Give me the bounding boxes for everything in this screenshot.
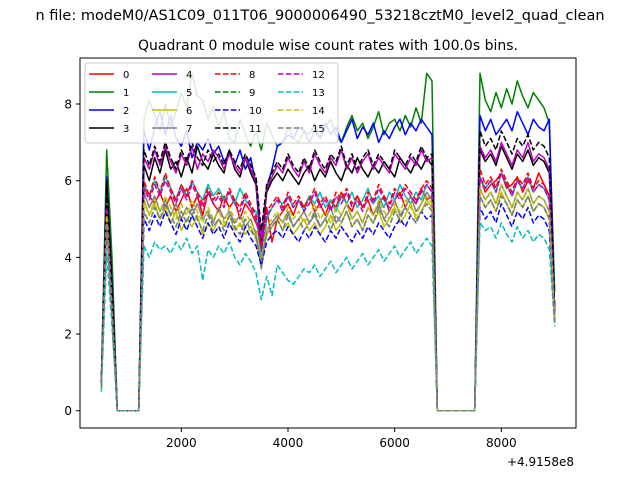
legend-label-7: 7 bbox=[186, 124, 192, 135]
legend-label-1: 1 bbox=[123, 88, 129, 99]
legend-label-6: 6 bbox=[186, 106, 192, 117]
x-tick-label: 4000 bbox=[273, 436, 304, 450]
series-line-15 bbox=[100, 195, 556, 412]
legend-frame bbox=[84, 62, 339, 144]
plot-frame bbox=[79, 57, 577, 429]
legend-label-12: 12 bbox=[312, 70, 325, 81]
y-tick-label: 2 bbox=[64, 328, 72, 342]
y-tick-label: 8 bbox=[64, 98, 72, 112]
legend-label-4: 4 bbox=[186, 70, 192, 81]
legend-label-9: 9 bbox=[249, 88, 255, 99]
series-line-13 bbox=[100, 222, 556, 412]
x-tick-label: 6000 bbox=[379, 436, 410, 450]
x-tick-label: 2000 bbox=[166, 436, 197, 450]
series-line-11 bbox=[100, 130, 556, 412]
series-line-12 bbox=[100, 172, 556, 412]
y-tick-label: 4 bbox=[64, 251, 72, 265]
x-tick-label: 8000 bbox=[486, 436, 517, 450]
legend-label-14: 14 bbox=[312, 106, 325, 117]
x-offset-label: +4.9158e8 bbox=[507, 455, 574, 469]
legend-label-11: 11 bbox=[249, 124, 262, 135]
legend-label-0: 0 bbox=[123, 70, 129, 81]
legend-label-15: 15 bbox=[312, 124, 325, 135]
legend-label-8: 8 bbox=[249, 70, 255, 81]
legend-label-2: 2 bbox=[123, 106, 129, 117]
legend-label-10: 10 bbox=[249, 106, 262, 117]
legend-label-5: 5 bbox=[186, 88, 192, 99]
legend-label-3: 3 bbox=[123, 124, 129, 135]
y-axis: 0 2 4 6 8 bbox=[64, 98, 80, 418]
legend-label-13: 13 bbox=[312, 88, 325, 99]
y-tick-label: 0 bbox=[64, 404, 72, 418]
y-tick-label: 6 bbox=[64, 174, 72, 188]
series-line-14 bbox=[100, 183, 556, 412]
x-axis: 2000 4000 6000 8000 bbox=[166, 428, 517, 450]
chart-title: Quadrant 0 module wise count rates with … bbox=[138, 38, 518, 54]
figure-suptitle: n file: modeM0/AS1C09_011T06_9000006490_… bbox=[35, 8, 604, 24]
